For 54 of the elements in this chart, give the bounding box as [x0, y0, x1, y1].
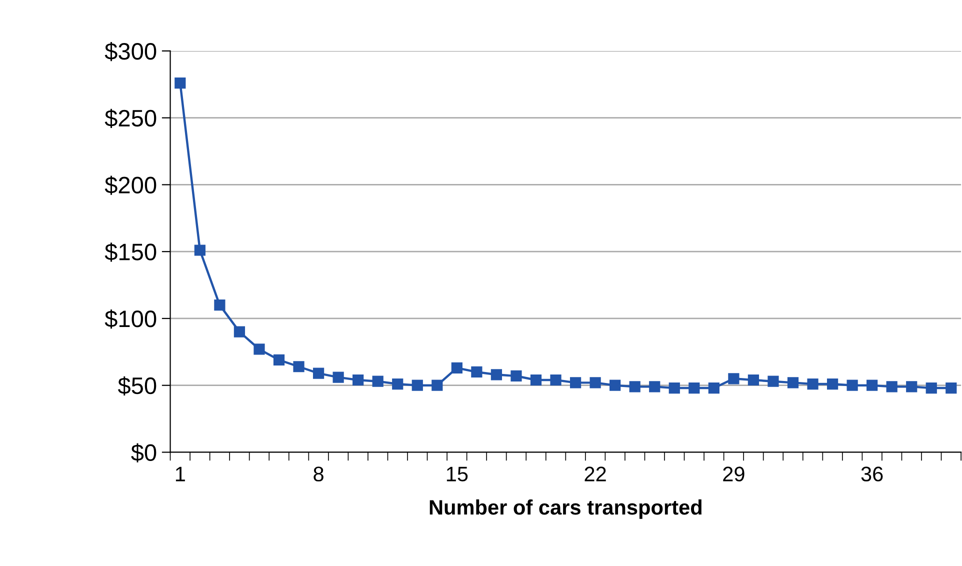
point: [214, 300, 226, 311]
point: [332, 372, 344, 383]
point: [866, 380, 878, 391]
point: [293, 361, 304, 372]
point: [886, 381, 898, 392]
point: [432, 380, 443, 391]
y-tick-label: $150: [104, 242, 156, 262]
x-tick-label: 15: [446, 466, 468, 482]
y-tick-label: $100: [104, 310, 156, 329]
point: [748, 374, 760, 386]
point: [787, 377, 799, 388]
point: [550, 374, 562, 386]
point: [570, 377, 582, 388]
point: [946, 382, 957, 394]
y-tick-label: $200: [104, 176, 156, 195]
x-tick-label: 1: [176, 466, 185, 482]
point: [510, 370, 522, 382]
point: [451, 362, 462, 374]
y-tick-label: $50: [118, 376, 156, 396]
y-tick-label: $300: [104, 42, 156, 62]
point: [610, 380, 621, 391]
point: [530, 374, 542, 386]
y-tick-label: $0: [131, 443, 156, 462]
point: [668, 382, 680, 394]
point: [846, 380, 858, 391]
point: [590, 377, 601, 388]
point: [372, 376, 384, 387]
point: [926, 382, 937, 394]
y-tick-label: $250: [104, 108, 156, 128]
point: [471, 366, 482, 378]
point: [728, 373, 740, 384]
point: [629, 381, 640, 392]
x-tick-label: 22: [584, 466, 606, 482]
x-tick-label: 29: [723, 466, 744, 482]
x-tick-label: 36: [861, 466, 883, 482]
point: [194, 244, 206, 256]
point: [807, 378, 818, 390]
x-axis-title: Number of cars transported: [430, 499, 702, 519]
x-tick-label: 8: [314, 466, 324, 482]
point: [906, 381, 918, 392]
point: [392, 378, 404, 390]
point: [312, 368, 324, 379]
point: [254, 344, 265, 355]
point: [412, 380, 423, 391]
point: [174, 77, 186, 89]
point: [768, 376, 779, 387]
point: [826, 378, 838, 390]
point: [649, 381, 660, 392]
point: [273, 354, 285, 366]
point: [234, 326, 246, 338]
point: [708, 382, 720, 394]
point: [490, 369, 502, 380]
point: [688, 382, 700, 394]
point: [352, 374, 364, 386]
